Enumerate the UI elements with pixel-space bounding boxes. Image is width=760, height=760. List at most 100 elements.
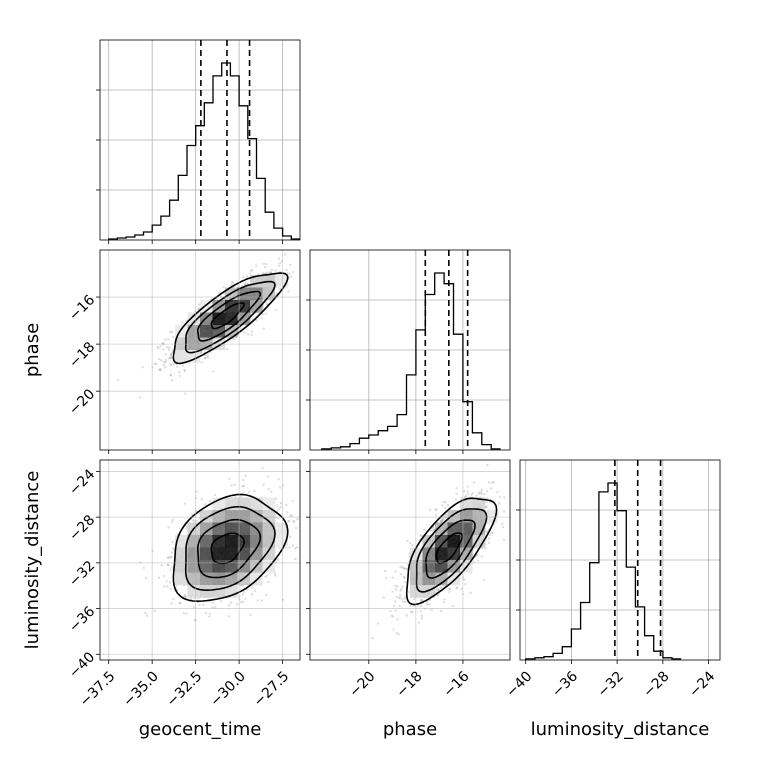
data-layer [100, 40, 682, 660]
sample-point [171, 540, 174, 544]
sample-point [242, 275, 245, 279]
sample-point [216, 297, 219, 301]
sample-point [169, 581, 172, 584]
sample-point [323, 466, 325, 468]
sample-point [490, 481, 494, 484]
sample-point [304, 266, 306, 268]
sample-point [233, 338, 236, 341]
sample-point [270, 244, 272, 246]
sample-point [455, 492, 458, 495]
sample-point [292, 520, 295, 523]
sample-point [169, 356, 172, 359]
sample-point [431, 529, 434, 532]
sample-point [411, 544, 414, 547]
sample-point [168, 346, 171, 349]
sample-point [398, 605, 401, 608]
sample-point [182, 612, 186, 615]
sample-point [420, 598, 423, 602]
sample-point [264, 265, 267, 269]
sample-point [253, 589, 257, 593]
density-cell [250, 300, 263, 313]
sample-point [277, 257, 281, 260]
y-tick-label-luminosity-distance: −40 [66, 649, 98, 681]
sample-point [275, 497, 278, 500]
density-cell [237, 522, 251, 536]
y-tick-label-phase: −20 [66, 386, 98, 418]
sample-point [167, 563, 170, 567]
sample-point [440, 519, 443, 523]
panel-frame-phase-vs-luminosity-distance [309, 459, 511, 661]
sample-point [291, 270, 295, 274]
sample-point [420, 617, 423, 620]
sample-point [283, 253, 287, 256]
sample-point [420, 534, 423, 537]
sample-point [171, 335, 175, 339]
sample-point [170, 602, 173, 605]
y-tick-label-phase: −18 [66, 339, 98, 371]
sample-point [242, 591, 245, 594]
sample-point [244, 597, 247, 600]
x-tick-label-geocent-time: −35.0 [120, 668, 162, 710]
sample-point [156, 345, 159, 348]
sample-point [163, 585, 166, 588]
sample-point [170, 362, 173, 366]
sample-point [200, 361, 203, 364]
sample-point [157, 347, 160, 350]
sample-point [439, 519, 442, 522]
sample-point [260, 317, 263, 320]
grid-layer [100, 40, 720, 660]
sample-point [277, 477, 280, 481]
sample-point [439, 609, 443, 613]
density-cell [175, 350, 188, 363]
sample-point [448, 590, 451, 593]
sample-point [399, 573, 403, 576]
sample-point [482, 579, 485, 582]
sample-point [392, 604, 395, 607]
sample-point [204, 503, 207, 506]
sample-point [503, 496, 506, 499]
density-cell [410, 547, 423, 561]
sample-point [398, 596, 401, 600]
sample-point [181, 364, 185, 367]
sample-point [279, 505, 282, 509]
sample-point [242, 478, 245, 482]
sample-point [162, 341, 165, 345]
sample-point [190, 597, 193, 600]
sample-point [191, 519, 195, 522]
sample-point [399, 593, 402, 597]
sample-point [251, 593, 254, 596]
sample-point [164, 360, 167, 364]
sample-point [487, 541, 490, 544]
sample-point [241, 593, 244, 596]
sample-point [307, 246, 309, 248]
sample-point [390, 614, 394, 617]
sample-point [408, 555, 411, 558]
contour-line [415, 508, 488, 593]
sample-point [510, 485, 512, 487]
sample-point [277, 517, 280, 520]
sample-point [244, 283, 247, 286]
sample-point [501, 522, 504, 525]
sample-point [169, 568, 172, 572]
sample-point [384, 569, 387, 573]
sample-point [417, 621, 421, 624]
label-layer: geocent_time phase luminosity_distance p… [22, 292, 718, 740]
y-tick-label-luminosity-distance: −36 [66, 603, 98, 635]
density-cell [200, 585, 213, 598]
pair-panel-geocent-time-vs-phase [100, 244, 309, 450]
sample-point [167, 338, 170, 341]
x-tick-label-luminosity-distance: −36 [549, 668, 581, 700]
sample-point [247, 333, 250, 336]
sample-point [466, 490, 469, 493]
sample-point [184, 595, 188, 599]
sample-point [398, 596, 402, 599]
sample-point [183, 370, 186, 373]
sample-point [437, 588, 440, 591]
sample-point [159, 369, 163, 372]
sample-point [287, 519, 290, 523]
sample-point [287, 520, 291, 523]
sample-point [502, 510, 506, 513]
sample-point [251, 317, 254, 321]
sample-point [446, 504, 450, 507]
sample-point [395, 631, 398, 635]
